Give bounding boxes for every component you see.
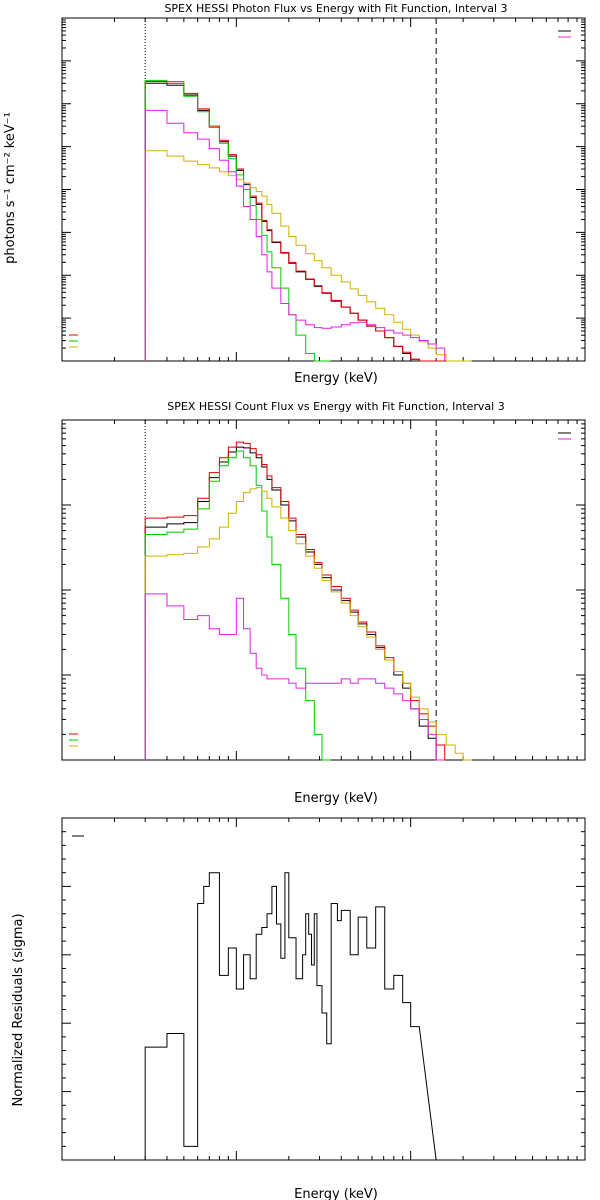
count-flux-panel: SPEX HESSI Count Flux vs Energy with Fit…: [61, 400, 586, 806]
series-line-4: [144, 593, 445, 761]
photon-flux-panel: SPEX HESSI Photon Flux vs Energy with Fi…: [3, 2, 586, 386]
residuals-ylabel: Normalized Residuals (sigma): [11, 913, 26, 1106]
photon-ylabel: photons s⁻¹ cm⁻² keV⁻¹: [3, 112, 18, 264]
count-title: SPEX HESSI Count Flux vs Energy with Fit…: [167, 400, 504, 413]
series-line-0: [144, 872, 437, 1161]
count-xlabel: Energy (keV): [294, 791, 378, 806]
series-line-3: [144, 487, 472, 761]
series-line-0: [144, 82, 445, 362]
axes-frame: [61, 419, 586, 761]
residuals-xlabel: Energy (keV): [294, 1187, 378, 1200]
series-line-2: [144, 79, 331, 362]
axes-frame: [61, 17, 586, 362]
photon-title: SPEX HESSI Photon Flux vs Energy with Fi…: [164, 2, 507, 15]
series-line-0: [144, 446, 445, 761]
series-line-2: [144, 450, 331, 761]
series-line-1: [144, 81, 445, 362]
series-line-4: [144, 109, 446, 361]
photon-xlabel: Energy (keV): [294, 371, 378, 386]
axes-frame: [61, 817, 586, 1161]
series-line-3: [144, 150, 472, 362]
residuals-panel: Energy (keV) Normalized Residuals (sigma…: [11, 817, 586, 1200]
series-line-1: [144, 441, 446, 760]
